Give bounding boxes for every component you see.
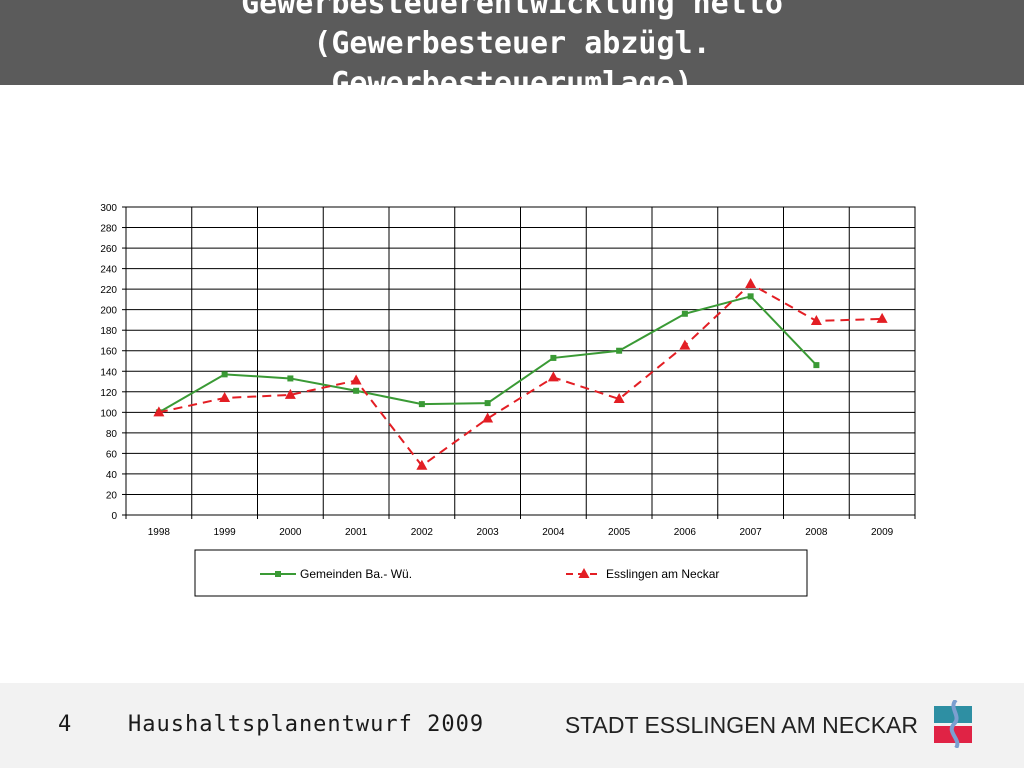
y-tick-label-220: 220 <box>100 285 117 296</box>
y-tick-label-40: 40 <box>106 470 118 481</box>
x-tick-label-2005: 2005 <box>608 527 631 538</box>
y-tick-label-0: 0 <box>111 511 117 522</box>
x-tick-label-2001: 2001 <box>345 527 368 538</box>
legend-marker-1 <box>275 571 281 577</box>
data-point-s2-2007 <box>745 278 757 288</box>
y-tick-label-160: 160 <box>100 347 117 358</box>
x-tick-label-1998: 1998 <box>148 527 171 538</box>
slide-title-line-2: (Gewerbesteuer abzügl. <box>313 26 711 61</box>
slide-title-line-3: Gewerbesteuerumlage) <box>331 66 693 85</box>
x-tick-label-2003: 2003 <box>477 527 500 538</box>
x-tick-label-2002: 2002 <box>411 527 434 538</box>
data-point-s1-2002 <box>418 401 425 408</box>
data-point-s2-2000 <box>284 388 296 399</box>
x-tick-label-2007: 2007 <box>740 527 763 538</box>
legend-box <box>194 549 808 597</box>
data-point-s2-2004 <box>547 371 559 382</box>
data-point-s1-2000 <box>287 375 294 382</box>
y-tick-label-20: 20 <box>106 490 118 501</box>
x-tick-label-2004: 2004 <box>542 527 565 538</box>
data-point-s2-1999 <box>219 391 231 402</box>
data-point-s1-2006 <box>681 310 688 317</box>
data-point-s1-2003 <box>484 400 491 407</box>
data-point-s2-2008 <box>810 314 822 325</box>
data-point-s2-2001 <box>350 374 362 385</box>
y-tick-label-100: 100 <box>100 408 117 419</box>
data-point-s2-2005 <box>613 392 625 403</box>
data-point-s1-2005 <box>616 347 623 354</box>
line-chart: 0 20 40 60 80 100 120 140 160 180 200 220 240 260 280 3… <box>100 203 916 597</box>
logo-top-block <box>934 706 972 723</box>
y-tick-label-200: 200 <box>100 306 117 317</box>
series-line-2 <box>158 282 883 468</box>
legend-label-1: Gemeinden Ba.- Wü. <box>300 567 412 581</box>
page-number: 4 <box>58 712 72 737</box>
y-tick-label-140: 140 <box>100 367 117 378</box>
data-point-s1-2001 <box>353 387 360 394</box>
data-point-s1-1999 <box>221 371 228 378</box>
data-point-s2-2009 <box>876 312 888 323</box>
footer-title: Haushaltsplanentwurf 2009 <box>128 712 485 737</box>
logo-river-stroke <box>949 700 960 748</box>
data-point-s2-2002 <box>416 459 428 470</box>
legend-label-2: Esslingen am Neckar <box>606 567 719 581</box>
data-point-s2-2003 <box>482 412 494 423</box>
x-tick-label-2009: 2009 <box>871 527 894 538</box>
y-tick-label-80: 80 <box>106 429 118 440</box>
footer <box>0 683 1024 768</box>
slide-title: Gewerbesteuerentwicklung netto (Gewerbes… <box>0 0 1024 85</box>
y-tick-label-180: 180 <box>100 326 117 337</box>
data-point-s2-2006 <box>679 339 691 350</box>
organization-name: STADT ESSLINGEN AM NECKAR <box>564 712 918 738</box>
y-tick-label-280: 280 <box>100 224 117 235</box>
legend-marker-2 <box>578 568 590 578</box>
data-point-s1-2007 <box>747 293 754 300</box>
title-bar: Gewerbesteuerentwicklung netto (Gewerbes… <box>0 0 1024 85</box>
y-tick-label-260: 260 <box>100 244 117 255</box>
data-point-s1-2004 <box>550 354 557 361</box>
y-tick-label-300: 300 <box>100 203 117 214</box>
data-point-s2-1998 <box>153 406 165 417</box>
slide-title-line-1: Gewerbesteuerentwicklung netto <box>241 0 783 21</box>
city-logo <box>934 700 972 748</box>
data-point-s1-2008 <box>813 362 820 369</box>
x-tick-label-2006: 2006 <box>674 527 697 538</box>
y-tick-label-60: 60 <box>106 449 118 460</box>
y-tick-label-240: 240 <box>100 265 117 276</box>
y-tick-label-120: 120 <box>100 388 117 399</box>
x-tick-label-1999: 1999 <box>214 527 237 538</box>
x-tick-label-2008: 2008 <box>805 527 828 538</box>
x-tick-label-2000: 2000 <box>279 527 302 538</box>
